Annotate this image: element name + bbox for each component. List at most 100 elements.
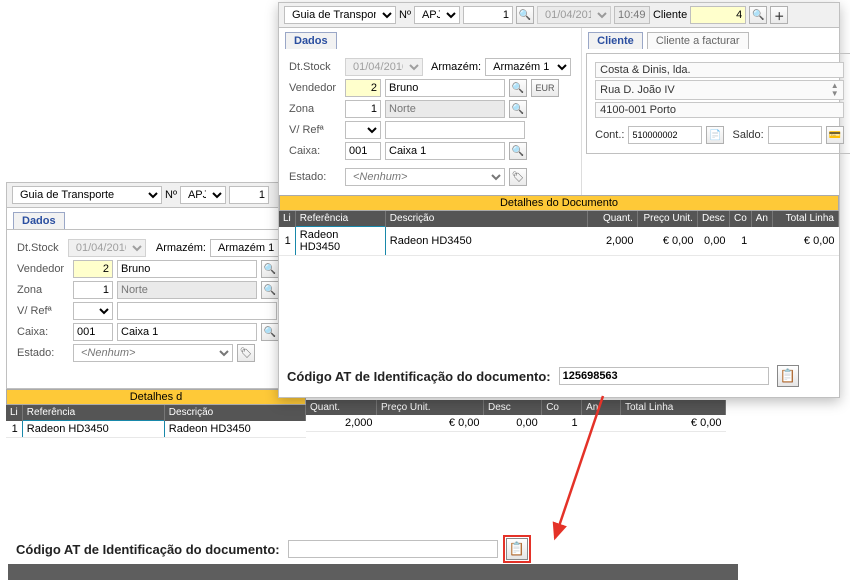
zona-code-input[interactable]: [345, 100, 381, 118]
client-street: Rua D. João IV ▲▼: [595, 80, 844, 100]
card-icon[interactable]: 💳: [826, 126, 844, 144]
back-tabs: Dados: [6, 208, 306, 229]
table-header-row: Li Referência Descrição Quant. Preço Uni…: [279, 211, 839, 227]
vendedor-label: Vendedor: [289, 82, 341, 94]
codigo-at-input[interactable]: [559, 367, 769, 385]
number-label: Nº: [399, 9, 411, 21]
estado-label: Estado:: [289, 171, 341, 183]
details-banner: Detalhes do Documento: [279, 195, 839, 211]
tab-dados[interactable]: Dados: [285, 32, 337, 49]
table-row[interactable]: 1 Radeon HD3450 Radeon HD3450: [6, 421, 306, 438]
caixa-code-input[interactable]: [73, 323, 113, 341]
codigo-at-input[interactable]: [288, 540, 498, 558]
back-details-extra: Quant. Preço Unit. Desc Co An Total Linh…: [306, 400, 726, 432]
vendedor-label: Vendedor: [17, 263, 69, 275]
zona-name-input: [117, 281, 257, 299]
vref-input[interactable]: [117, 302, 277, 320]
caixa-name-input[interactable]: [385, 142, 505, 160]
client-code-input[interactable]: [690, 6, 746, 24]
date-select: 01/04/2016: [537, 6, 611, 24]
col-an: An: [582, 400, 621, 415]
vref-input[interactable]: [385, 121, 525, 139]
armazem-label: Armazém:: [156, 242, 206, 254]
front-panel: Guia de Transporte Nº APJ 🔍 01/04/2016 C…: [278, 2, 840, 398]
client-postal: 4100-001 Porto: [595, 102, 844, 118]
tag-icon[interactable]: 🏷: [237, 344, 255, 362]
search-icon[interactable]: 🔍: [509, 100, 527, 118]
vref-label: V/ Refª: [17, 305, 69, 317]
codigo-at-label: Código AT de Identificação do documento:: [287, 369, 551, 384]
number-label: Nº: [165, 189, 177, 201]
doc-type-select[interactable]: Guia de Transporte: [12, 186, 162, 204]
dtstock-label: Dt.Stock: [17, 242, 64, 254]
saldo-input[interactable]: [768, 126, 822, 144]
col-total: Total Linha: [620, 400, 725, 415]
caixa-name-input[interactable]: [117, 323, 257, 341]
doc-number-input[interactable]: [463, 6, 513, 24]
cont-label: Cont.:: [595, 129, 624, 141]
col-quant: Quant.: [306, 400, 377, 415]
search-icon[interactable]: 🔍: [516, 6, 534, 24]
search-icon[interactable]: 🔍: [261, 323, 279, 341]
search-icon[interactable]: 🔍: [261, 281, 279, 299]
vendedor-name-input[interactable]: [385, 79, 505, 97]
time-input: [614, 6, 650, 24]
eur-button[interactable]: EUR: [531, 79, 559, 97]
saldo-label: Saldo:: [732, 129, 763, 141]
dtstock-label: Dt.Stock: [289, 61, 341, 73]
series-select[interactable]: APJ: [180, 186, 226, 204]
back-form: Dt.Stock 01/04/2016 Armazém: Armazém 1 V…: [6, 229, 306, 389]
tab-dados[interactable]: Dados: [13, 212, 65, 229]
client-name: Costa & Dinis, lda.: [595, 62, 844, 78]
front-details-table: Li Referência Descrição Quant. Preço Uni…: [279, 211, 839, 256]
search-icon[interactable]: 🔍: [749, 6, 767, 24]
codigo-at-row-front: Código AT de Identificação do documento:…: [279, 361, 839, 391]
caixa-code-input[interactable]: [345, 142, 381, 160]
search-icon[interactable]: 🔍: [261, 260, 279, 278]
vref-select[interactable]: [73, 302, 113, 320]
doc-number-input[interactable]: [229, 186, 269, 204]
search-icon[interactable]: 🔍: [509, 79, 527, 97]
col-preco: Preço Unit.: [377, 400, 484, 415]
estado-select[interactable]: <Nenhum>: [73, 344, 233, 362]
vendedor-code-input[interactable]: [73, 260, 113, 278]
doc-type-select[interactable]: Guia de Transporte: [284, 6, 396, 24]
vendedor-name-input[interactable]: [117, 260, 257, 278]
zona-name-input: [385, 100, 505, 118]
estado-label: Estado:: [17, 347, 69, 359]
vref-select[interactable]: [345, 121, 381, 139]
paste-icon[interactable]: 📋: [506, 538, 528, 560]
zona-code-input[interactable]: [73, 281, 113, 299]
front-toolbar: Guia de Transporte Nº APJ 🔍 01/04/2016 C…: [279, 3, 839, 28]
back-toolbar: Guia de Transporte Nº APJ: [6, 182, 306, 208]
series-select[interactable]: APJ: [414, 6, 460, 24]
tag-icon[interactable]: 🏷: [509, 168, 527, 186]
cont-input[interactable]: [628, 126, 702, 144]
armazem-label: Armazém:: [431, 61, 481, 73]
tab-cliente-facturar[interactable]: Cliente a facturar: [647, 32, 749, 49]
scroll-arrows-icon[interactable]: ▲▼: [831, 82, 839, 98]
col-co: Co: [542, 400, 582, 415]
front-form: Dt.Stock 01/04/2016 Armazém: Armazém 1 V…: [279, 49, 581, 195]
client-box: Costa & Dinis, lda. Rua D. João IV ▲▼ 41…: [586, 53, 850, 154]
table-header-row: Li Referência Descrição: [6, 405, 306, 421]
bottom-bar: [8, 564, 738, 580]
tab-cliente[interactable]: Cliente: [588, 32, 643, 49]
zona-label: Zona: [289, 103, 341, 115]
caixa-label: Caixa:: [289, 145, 341, 157]
table-row[interactable]: 2,000 € 0,00 0,00 1 € 0,00: [306, 415, 726, 432]
codigo-at-label: Código AT de Identificação do documento:: [16, 542, 280, 557]
dtstock-select[interactable]: 01/04/2016: [68, 239, 146, 257]
search-icon[interactable]: 🔍: [509, 142, 527, 160]
back-panel: Guia de Transporte Nº APJ Dados Dt.Stock…: [6, 182, 306, 572]
dtstock-select: 01/04/2016: [345, 58, 423, 76]
vendedor-code-input[interactable]: [345, 79, 381, 97]
table-row[interactable]: 1 Radeon HD3450 Radeon HD3450 2,000 € 0,…: [279, 227, 839, 256]
doc-icon[interactable]: 📄: [706, 126, 724, 144]
col-desc2: Desc: [484, 400, 542, 415]
add-client-button[interactable]: ＋: [770, 6, 788, 24]
armazem-select[interactable]: Armazém 1: [485, 58, 571, 76]
vref-label: V/ Refª: [289, 124, 341, 136]
paste-icon[interactable]: 📋: [777, 365, 799, 387]
estado-select[interactable]: <Nenhum>: [345, 168, 505, 186]
